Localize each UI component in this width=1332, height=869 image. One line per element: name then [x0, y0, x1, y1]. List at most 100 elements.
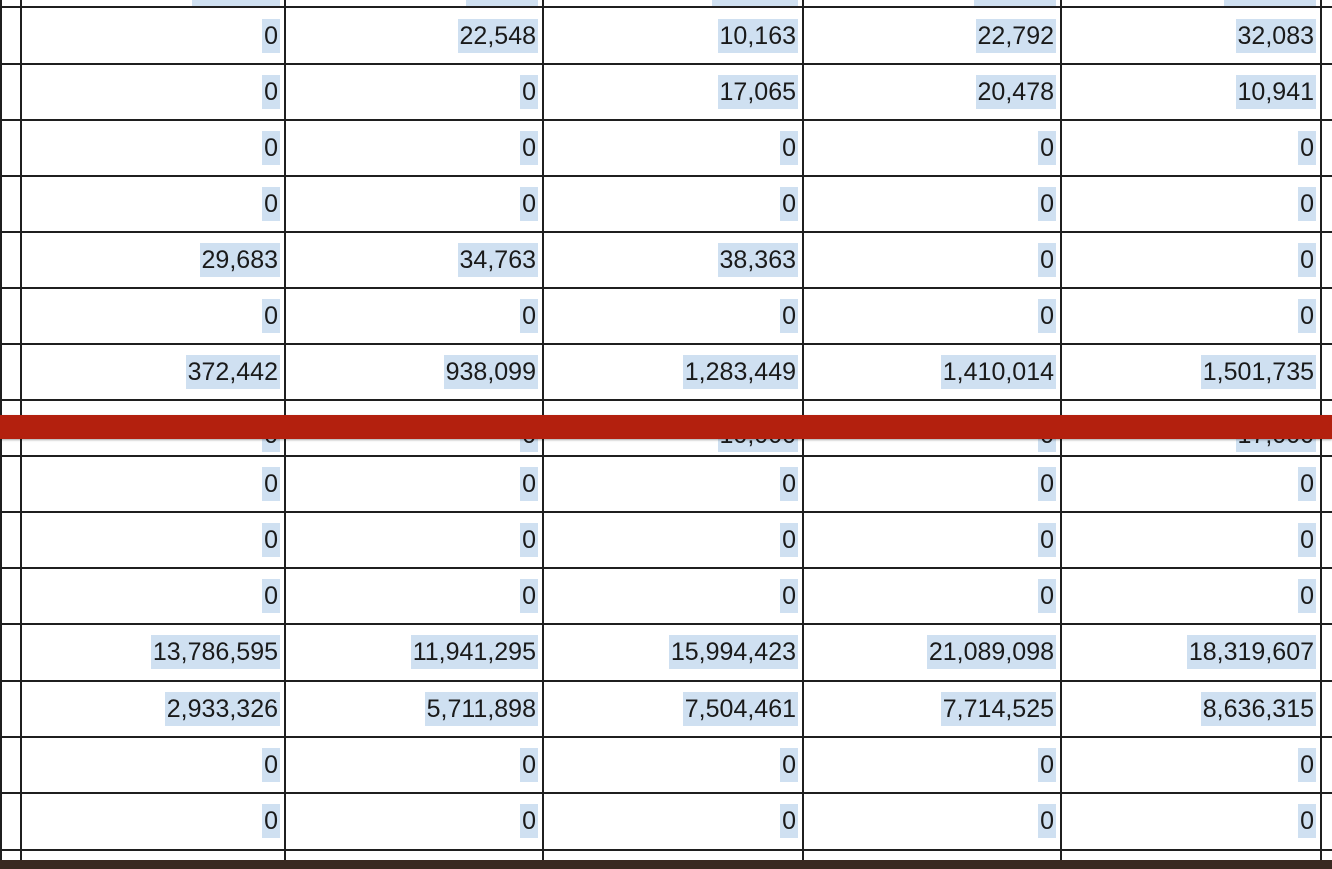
cell-value: 0	[520, 804, 538, 838]
table-cell[interactable]: 0	[1062, 120, 1320, 176]
row-divider	[0, 231, 1332, 233]
cell-value: 1,501,735	[1200, 355, 1316, 389]
table-cell[interactable]: 0	[2, 737, 284, 793]
table-cell[interactable]: 1,501,735	[1062, 344, 1320, 400]
table-cell[interactable]: 0	[286, 568, 542, 624]
table-cell[interactable]: 22,548	[286, 8, 542, 64]
table-cell[interactable]: 22,792	[804, 8, 1060, 64]
table-cell[interactable]: 0	[544, 512, 802, 568]
cell-value: 0	[262, 467, 280, 501]
table-cell[interactable]: 21,089,098	[804, 624, 1060, 680]
table-cell[interactable]: 0	[804, 737, 1060, 793]
table-cell[interactable]: 0	[1062, 737, 1320, 793]
table-cell[interactable]: 1,410,014	[804, 344, 1060, 400]
table-cell[interactable]: 13,786,595	[2, 624, 284, 680]
cell-value: 0	[1298, 748, 1316, 782]
cell-value: 17,065	[717, 75, 798, 109]
table-cell[interactable]: 0	[544, 176, 802, 232]
table-cell[interactable]: 5,711,898	[286, 681, 542, 737]
cell-value: 13,786,595	[150, 635, 280, 669]
table-cell[interactable]: 0	[804, 793, 1060, 849]
table-cell[interactable]: 10,941	[1062, 64, 1320, 120]
table-cell[interactable]: 20,478	[804, 64, 1060, 120]
table-cell[interactable]: 0	[2, 120, 284, 176]
table-cell[interactable]: 0	[1062, 176, 1320, 232]
cell-value: 15,994,423	[668, 635, 798, 669]
cell-value: 32,083	[1235, 19, 1316, 53]
table-cell[interactable]: 18,319,607	[1062, 624, 1320, 680]
cell-value: 20,478	[975, 75, 1056, 109]
table-cell[interactable]: 2,933,326	[2, 681, 284, 737]
table-cell[interactable]: 0	[1062, 232, 1320, 288]
cell-value: 0	[780, 187, 798, 221]
cell-value: 0	[780, 579, 798, 613]
row-divider	[0, 567, 1332, 569]
table-cell[interactable]: 0	[2, 512, 284, 568]
table-cell[interactable]: 372,442	[2, 344, 284, 400]
table-cell[interactable]: 0	[286, 64, 542, 120]
table-cell[interactable]: 0	[2, 176, 284, 232]
cell-value: 0	[1038, 131, 1056, 165]
clipped-top-cell	[1062, 0, 1320, 6]
cell-value: 21,089,098	[926, 635, 1056, 669]
table-cell[interactable]: 11,941,295	[286, 624, 542, 680]
cell-value: 11,941,295	[410, 635, 538, 669]
cell-value: 2,933,326	[164, 692, 280, 726]
row-divider	[0, 119, 1332, 121]
table-cell[interactable]: 29,683	[2, 232, 284, 288]
table-cell[interactable]: 1,283,449	[544, 344, 802, 400]
table-cell[interactable]: 0	[804, 512, 1060, 568]
cell-value: 0	[262, 804, 280, 838]
table-cell[interactable]: 0	[1062, 793, 1320, 849]
cell-value: 0	[520, 523, 538, 557]
table-cell[interactable]: 0	[804, 568, 1060, 624]
cell-value: 0	[262, 299, 280, 333]
table-cell[interactable]: 0	[286, 288, 542, 344]
table-cell[interactable]: 0	[286, 793, 542, 849]
table-cell[interactable]: 0	[1062, 288, 1320, 344]
table-cell[interactable]: 0	[286, 512, 542, 568]
table-cell[interactable]: 7,504,461	[544, 681, 802, 737]
table-cell[interactable]: 0	[2, 8, 284, 64]
table-cell[interactable]: 0	[544, 120, 802, 176]
table-cell[interactable]: 0	[544, 568, 802, 624]
bottom-edge-band	[0, 860, 1332, 869]
table-cell[interactable]: 0	[544, 288, 802, 344]
cell-value: 1,410,014	[940, 355, 1056, 389]
table-cell[interactable]: 0	[544, 793, 802, 849]
cell-value: 0	[520, 299, 538, 333]
table-cell[interactable]: 0	[1062, 512, 1320, 568]
table-cell[interactable]: 0	[544, 456, 802, 512]
table-cell[interactable]: 7,714,525	[804, 681, 1060, 737]
table-cell[interactable]: 0	[804, 120, 1060, 176]
table-cell[interactable]: 34,763	[286, 232, 542, 288]
table-cell[interactable]: 0	[1062, 568, 1320, 624]
table-cell[interactable]: 32,083	[1062, 8, 1320, 64]
table-cell[interactable]: 0	[804, 176, 1060, 232]
table-cell[interactable]: 10,163	[544, 8, 802, 64]
table-cell[interactable]: 0	[286, 120, 542, 176]
table-cell[interactable]: 15,994,423	[544, 624, 802, 680]
table-cell[interactable]: 0	[804, 288, 1060, 344]
table-cell[interactable]: 17,065	[544, 64, 802, 120]
cell-value: 0	[262, 523, 280, 557]
table-cell[interactable]: 0	[286, 737, 542, 793]
table-cell[interactable]: 8,636,315	[1062, 681, 1320, 737]
table-cell[interactable]: 0	[1062, 456, 1320, 512]
table-cell[interactable]: 0	[2, 64, 284, 120]
table-cell[interactable]: 0	[2, 456, 284, 512]
cell-value: 0	[520, 579, 538, 613]
table-cell[interactable]: 0	[804, 232, 1060, 288]
table-cell[interactable]: 0	[544, 737, 802, 793]
cell-value: 0	[1298, 187, 1316, 221]
table-cell[interactable]: 0	[2, 288, 284, 344]
table-cell[interactable]: 938,099	[286, 344, 542, 400]
cell-value: 1,283,449	[682, 355, 798, 389]
table-cell[interactable]: 0	[804, 456, 1060, 512]
table-cell[interactable]: 0	[2, 568, 284, 624]
table-cell[interactable]: 0	[286, 456, 542, 512]
table-cell[interactable]: 0	[286, 176, 542, 232]
table-cell[interactable]: 38,363	[544, 232, 802, 288]
table-cell[interactable]: 0	[2, 793, 284, 849]
